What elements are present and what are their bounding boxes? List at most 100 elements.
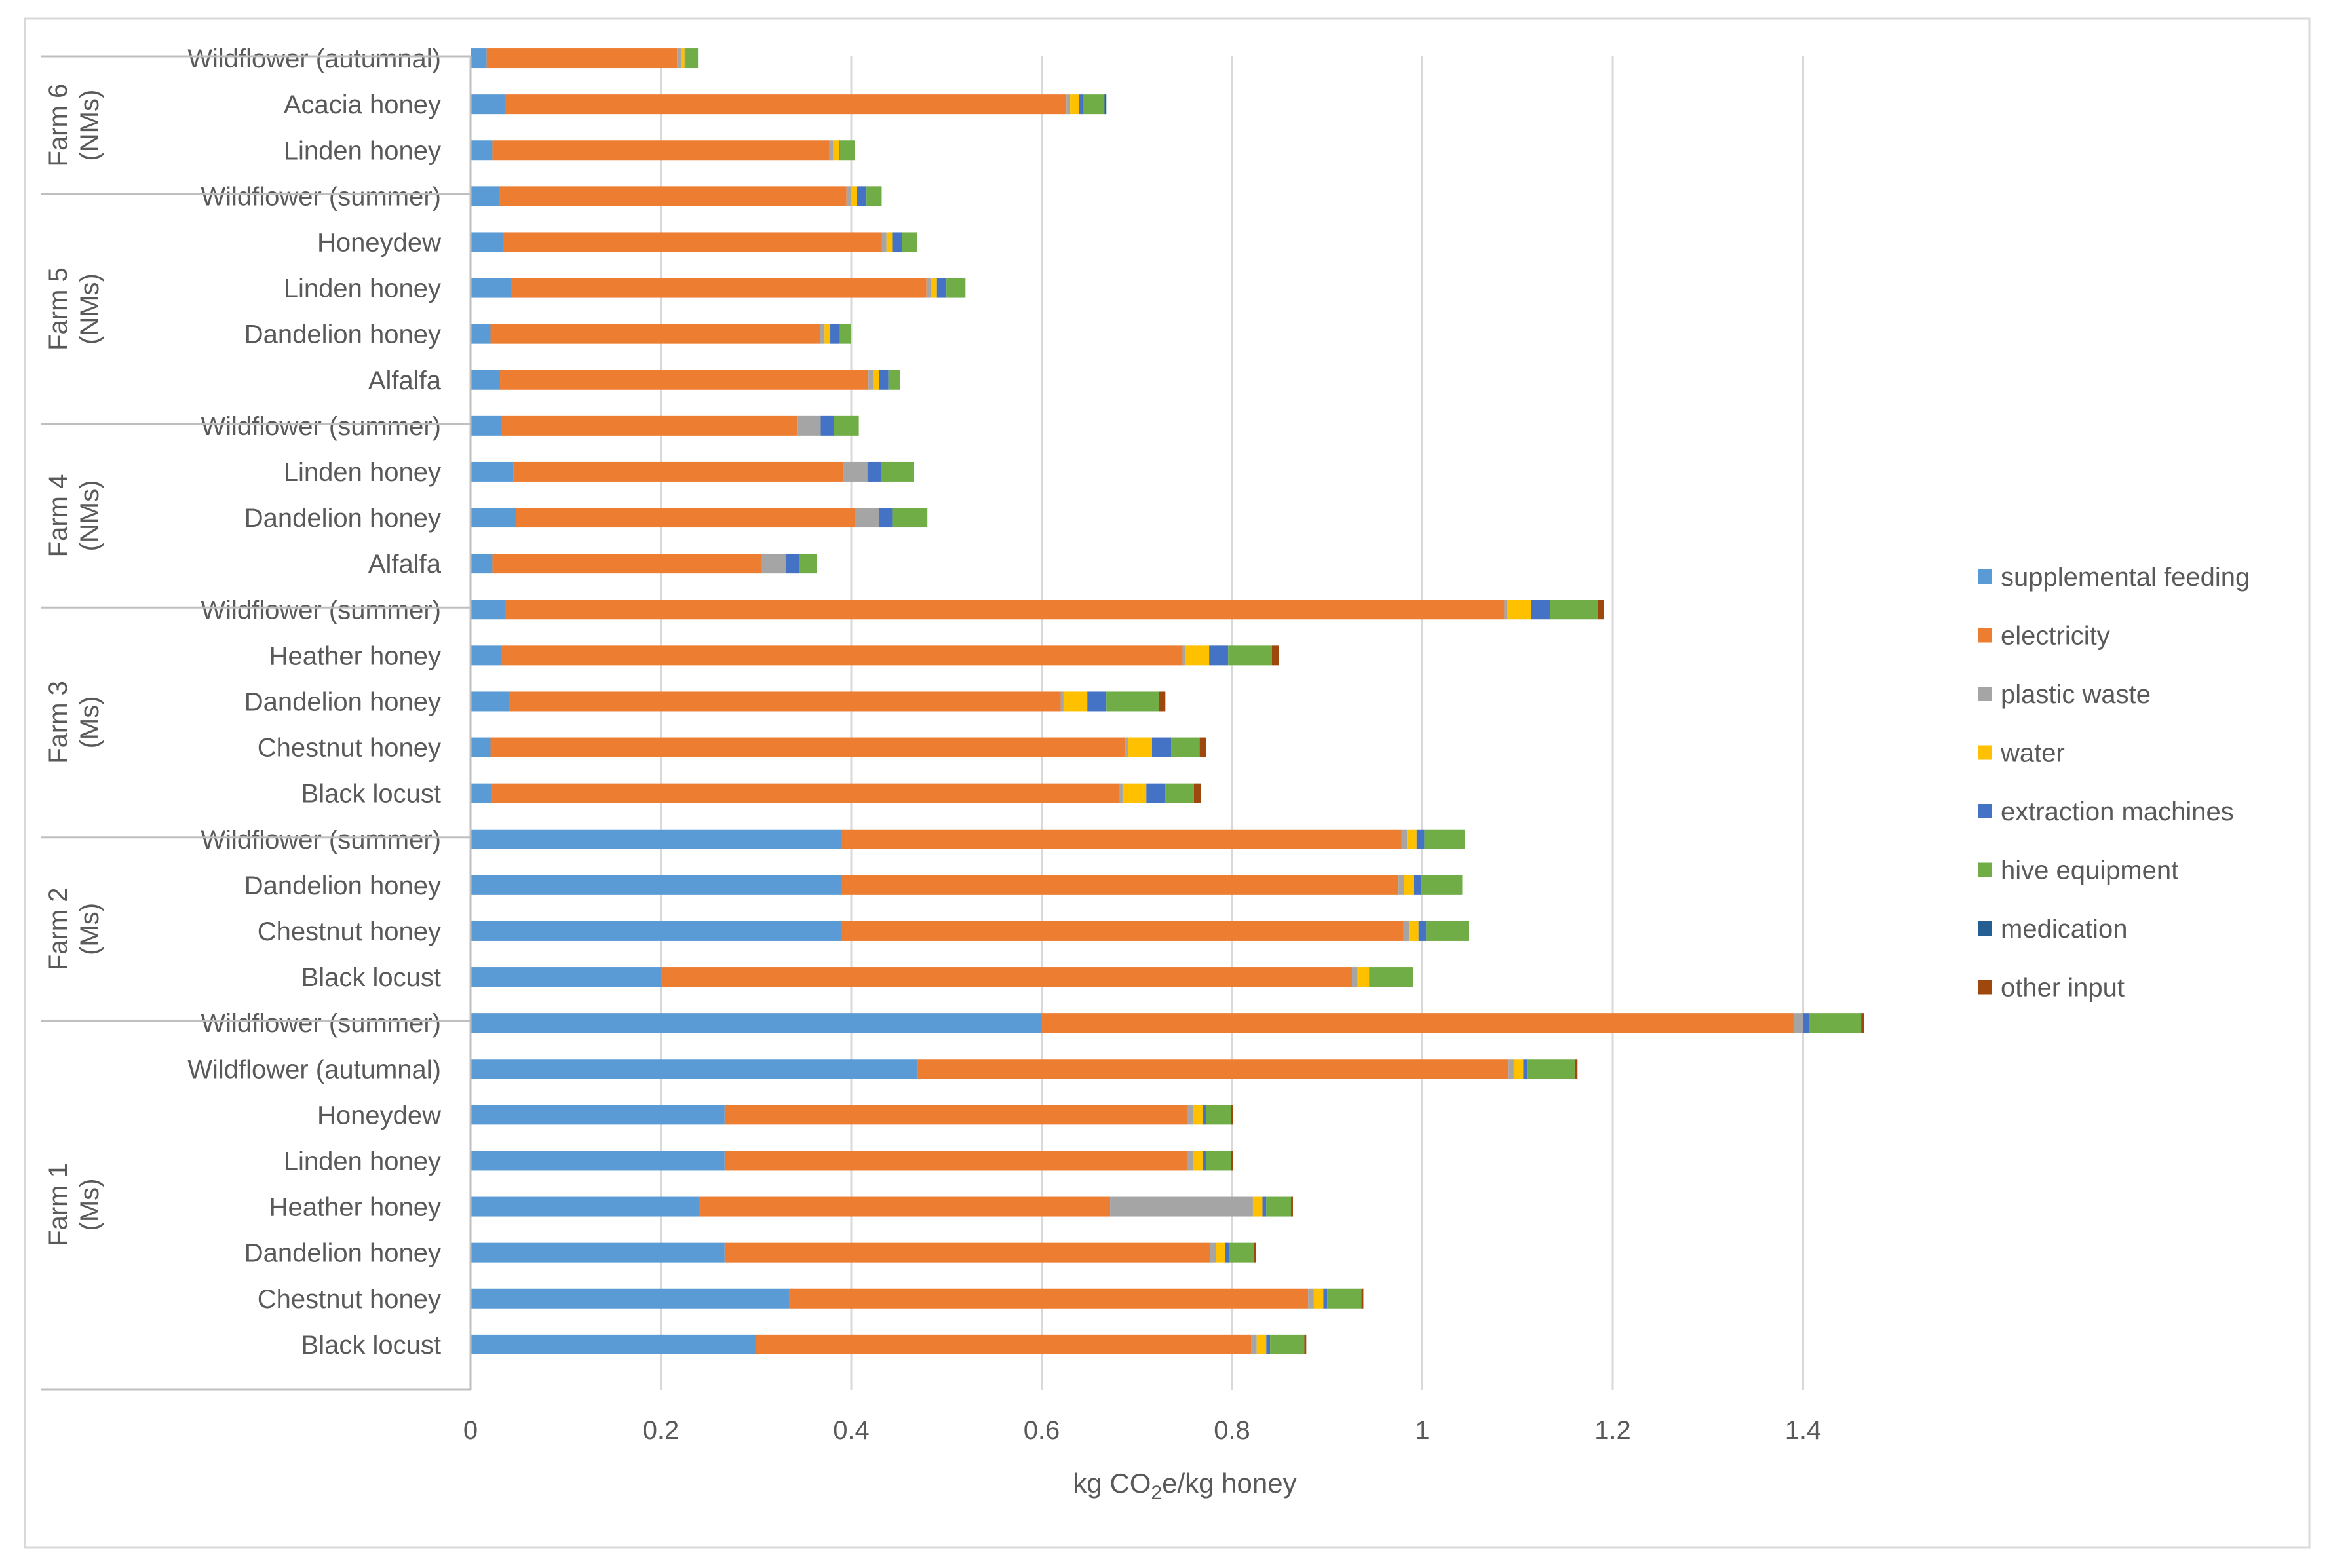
bar-segment-supplemental-feeding	[471, 967, 661, 987]
legend-swatch-other-input	[1978, 980, 1992, 995]
bar-segment-plastic-waste	[846, 186, 851, 206]
bar-segment-plastic-waste	[1398, 875, 1404, 895]
bar-segment-plastic-waste	[1187, 1151, 1193, 1171]
x-tick-label: 0.2	[643, 1416, 680, 1445]
bar-segment-water	[1128, 737, 1152, 757]
bar-segment-hive-equipment	[1270, 1334, 1305, 1354]
legend-swatch-extraction-machines	[1978, 804, 1992, 818]
legend-label: hive equipment	[2001, 856, 2178, 885]
bar-segment-extraction-machines	[684, 48, 686, 69]
bar-segment-extraction-machines	[857, 186, 867, 206]
category-label: Linden honey	[284, 275, 441, 303]
bar-segment-supplemental-feeding	[471, 1059, 918, 1079]
x-axis-title-subscript: 2	[1151, 1482, 1162, 1504]
bar-segment-hive-equipment	[1369, 967, 1413, 987]
bar-segment-hive-equipment	[1171, 737, 1200, 757]
bar-segment-other-input	[1861, 1013, 1864, 1033]
bar-segment-plastic-waste	[1352, 967, 1358, 987]
bar-segment-extraction-machines	[1266, 1334, 1271, 1354]
bar-segment-electricity	[724, 1105, 1187, 1125]
bar-segment-electricity	[756, 1334, 1252, 1354]
legend-swatch-water	[1978, 745, 1992, 760]
category-label: Wildflower (autumnal)	[187, 45, 441, 73]
bar-segment-supplemental-feeding	[471, 140, 493, 161]
bar-segment-plastic-waste	[881, 232, 887, 252]
group-label: Farm 4 (NMs)	[44, 474, 104, 558]
category-label: Chestnut honey	[258, 734, 441, 763]
bar-segment-electricity	[699, 1196, 1111, 1217]
bar-segment-water	[1252, 1196, 1263, 1217]
bar-segment-electricity	[917, 1059, 1509, 1079]
x-tick-label: 0.8	[1214, 1416, 1250, 1445]
bar-segment-electricity	[490, 737, 1126, 757]
bar-segment-extraction-machines	[1803, 1013, 1809, 1033]
bar-segment-electricity	[661, 967, 1353, 987]
bar-segment-hive-equipment	[685, 48, 699, 69]
bar-segment-supplemental-feeding	[471, 370, 501, 390]
bar-segment-supplemental-feeding	[471, 1105, 725, 1125]
legend-swatch-electricity	[1978, 628, 1992, 643]
category-label: Wildflower (summer)	[201, 826, 441, 854]
group-label-type: (Ms)	[75, 1179, 104, 1231]
x-tick-label: 1.4	[1785, 1416, 1822, 1445]
x-tick-label: 0.4	[833, 1416, 870, 1445]
category-label: Wildflower (autumnal)	[187, 1055, 441, 1084]
bar-segment-plastic-waste	[829, 140, 834, 161]
bar-segment-supplemental-feeding	[471, 875, 842, 895]
bar-segment-extraction-machines	[1079, 94, 1084, 115]
bar-segment-water	[873, 370, 879, 390]
bar-segment-other-input	[1231, 1151, 1233, 1171]
category-label: Chestnut honey	[258, 1285, 441, 1314]
bar-segment-electricity	[500, 370, 869, 390]
bar-segment-plastic-waste	[1066, 94, 1071, 115]
bar-segment-electricity	[505, 600, 1505, 620]
bar-segment-hive-equipment	[1424, 829, 1465, 849]
bar-segment-hive-equipment	[888, 370, 900, 390]
bar-segment-hive-equipment	[1206, 1105, 1231, 1125]
legend-swatch-hive-equipment	[1978, 862, 1992, 877]
bar-segment-supplemental-feeding	[471, 1334, 756, 1354]
bar-segment-electricity	[492, 554, 762, 574]
bar-segment-supplemental-feeding	[471, 324, 491, 344]
bar-segment-extraction-machines	[1209, 645, 1229, 666]
bar-segment-extraction-machines	[785, 554, 799, 574]
bar-segment-electricity	[841, 829, 1402, 849]
bar-segment-plastic-waste	[1110, 1196, 1253, 1217]
legend-label: extraction machines	[2001, 797, 2234, 826]
bar-segment-other-input	[1254, 1242, 1256, 1263]
bar-segment-extraction-machines	[1418, 921, 1427, 941]
bar-segment-other-input	[1574, 1059, 1578, 1079]
bar-segment-hive-equipment	[1809, 1013, 1862, 1033]
group-label-farm: Farm 4	[44, 474, 73, 558]
bar-segment-extraction-machines	[879, 370, 889, 390]
category-label: Alfalfa	[368, 366, 442, 395]
category-label: Dandelion honey	[244, 320, 441, 349]
bar-segment-plastic-waste	[1125, 737, 1128, 757]
legend: supplemental feeding electricity plastic w…	[1978, 563, 2250, 1003]
bar-segment-plastic-waste	[926, 278, 932, 298]
bar-segment-supplemental-feeding	[471, 691, 509, 712]
bar-segment-extraction-machines	[879, 508, 893, 528]
bars	[471, 48, 1864, 1354]
x-axis-title-tail: e/kg honey	[1162, 1468, 1297, 1499]
bar-segment-supplemental-feeding	[471, 1151, 725, 1171]
category-label: Linden honey	[284, 458, 441, 487]
category-label: Chestnut honey	[258, 917, 441, 946]
bar-segment-hive-equipment	[1106, 691, 1159, 712]
bar-segment-electricity	[505, 94, 1067, 115]
x-tick-label: 0	[463, 1416, 478, 1445]
bar-segment-plastic-waste	[843, 461, 868, 482]
bar-segment-electricity	[491, 783, 1120, 803]
bar-segment-hive-equipment	[839, 324, 851, 344]
bar-segment-supplemental-feeding	[471, 1196, 699, 1217]
bar-segment-supplemental-feeding	[471, 554, 493, 574]
bar-segment-other-input	[1272, 645, 1279, 666]
bar-segment-plastic-waste	[1793, 1013, 1803, 1033]
bar-segment-water	[1070, 94, 1079, 115]
bar-segment-plastic-waste	[820, 324, 825, 344]
bar-segment-water	[1256, 1334, 1267, 1354]
bar-segment-hive-equipment	[892, 508, 928, 528]
bar-segment-water	[824, 324, 831, 344]
bar-segment-electricity	[513, 461, 844, 482]
bar-segment-extraction-machines	[1087, 691, 1107, 712]
